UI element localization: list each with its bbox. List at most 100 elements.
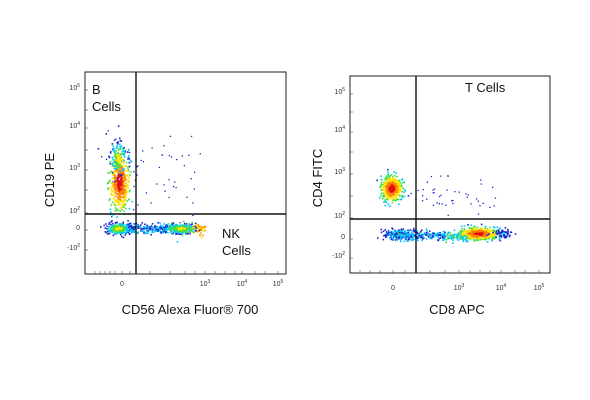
cell-event-point [112,148,114,150]
cell-event-point [395,179,397,181]
cell-event-point [484,225,487,228]
cell-event-point [170,225,172,228]
cell-event-point [438,237,440,240]
cell-event-point [117,204,120,206]
cell-event-point [475,198,478,200]
cell-event-point [183,231,185,234]
cell-event-point [151,223,154,225]
cell-event-point [118,194,120,196]
cell-event-point [413,227,415,230]
cell-event-point [130,229,132,231]
x-axis-label-panel-2: CD8 APC [429,302,485,317]
cell-event-point [122,161,125,163]
cell-event-point [137,165,139,167]
cell-event-point [428,236,431,239]
cell-event-point [428,230,431,233]
cell-event-point [123,175,125,177]
cell-event-point [392,190,394,192]
cell-event-point [496,233,499,235]
cell-event-point [127,219,129,222]
cell-event-point [390,180,393,182]
cell-event-point [198,230,200,232]
cell-event-point [129,223,131,226]
cell-event-point [182,225,185,228]
cell-event-point [407,229,409,231]
cell-event-point [193,227,196,229]
cell-event-point [168,179,170,181]
cell-event-point [105,158,108,160]
cell-event-point [117,179,119,181]
cell-event-point [498,238,500,241]
cell-event-point [387,183,389,185]
cell-event-point [143,230,146,233]
cell-event-point [388,180,391,183]
cell-event-point [108,155,110,158]
cell-event-point [151,147,153,149]
cell-event-point [114,192,117,194]
cell-event-point [467,194,469,196]
cell-event-point [490,235,493,237]
cell-event-point [125,182,128,185]
cell-event-point [116,166,119,169]
cell-event-point [395,191,398,193]
cell-event-point [185,226,188,229]
cell-event-point [413,231,415,233]
cell-event-point [170,229,172,231]
cell-event-point [477,234,480,236]
cell-event-point [471,237,473,239]
cell-event-point [447,236,450,239]
cell-event-point [143,227,145,229]
cell-event-point [116,189,119,191]
cell-event-point [395,182,397,184]
cell-event-point [176,158,178,161]
cell-event-point [456,233,458,236]
cell-event-point [384,200,386,202]
cell-event-point [124,234,126,236]
cell-event-point [401,178,404,180]
cell-event-point [119,145,122,148]
cell-event-point [110,223,112,226]
cell-event-point [397,187,400,190]
cell-event-point [154,227,156,230]
cell-event-point [387,186,389,189]
cell-event-point [403,231,406,234]
cell-event-point [123,154,125,157]
cell-event-point [120,156,123,159]
cell-event-point [121,169,123,171]
cell-event-point [444,231,446,234]
cell-event-point [110,186,112,189]
cell-event-point [389,188,392,191]
cell-event-point [191,221,193,224]
cell-event-point [399,190,401,192]
cell-event-point [479,228,482,230]
cell-event-point [463,228,466,230]
cell-event-point [126,192,128,194]
cell-event-point [394,185,396,187]
cell-event-point [387,198,389,200]
cell-event-point [433,231,435,234]
cell-event-point [112,149,114,152]
cell-event-point [400,228,403,231]
cell-event-point [111,143,114,145]
cell-event-point [170,224,172,226]
cell-event-point [125,193,127,196]
cell-event-point [160,224,162,226]
cell-event-point [398,183,401,185]
y-tick-label: 103 [334,167,345,176]
cell-event-point [112,158,114,161]
cell-event-point [118,190,121,192]
cell-event-point [458,191,460,193]
cell-event-point [439,237,441,239]
cell-event-point [133,231,135,234]
cell-event-point [117,181,120,184]
cell-event-point [100,226,102,228]
cell-event-point [129,159,132,162]
cell-event-point [121,235,123,238]
cell-event-point [107,130,109,132]
cell-event-point [387,178,390,180]
cell-event-point [109,160,112,163]
cell-event-point [188,225,190,227]
cell-event-point [125,188,127,190]
cell-event-point [159,222,161,224]
cell-event-point [421,238,424,240]
